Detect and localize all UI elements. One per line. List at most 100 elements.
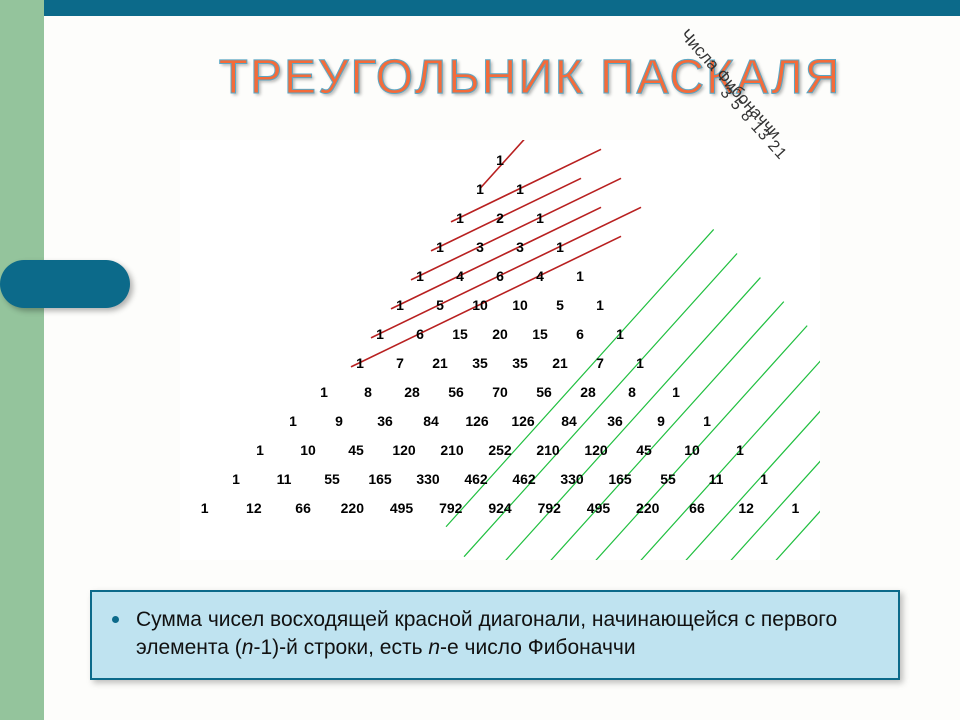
pascal-cell: 10 [460,297,500,313]
pascal-cell: 36 [362,413,408,429]
pascal-cell: 1 [771,500,820,516]
pascal-cell: 56 [522,384,566,400]
pascal-cell: 1 [654,384,698,400]
pascal-cell: 36 [592,413,638,429]
pascal-cell: 6 [480,268,520,284]
pascal-cell: 28 [390,384,434,400]
pascal-row: 1115516533046246233016555111 [180,464,820,493]
pascal-cell: 9 [638,413,684,429]
pascal-cell: 1 [560,268,600,284]
pascal-cell: 45 [332,442,380,458]
pascal-cell: 1 [400,268,440,284]
pascal-row: 121 [180,203,820,232]
pascal-cell: 1 [302,384,346,400]
pascal-figure: 1111211331146411510105116152015611721353… [180,140,820,560]
pascal-cell: 55 [644,471,692,487]
pascal-cell: 792 [525,500,574,516]
pascal-cell: 1 [620,355,660,371]
top-accent-bar [44,0,960,16]
pascal-cell: 28 [566,384,610,400]
pascal-cell: 330 [404,471,452,487]
pascal-row: 1126622049579292479249522066121 [180,493,820,522]
pascal-cell: 11 [692,471,740,487]
pascal-cell: 2 [480,210,520,226]
pascal-cell: 35 [500,355,540,371]
left-sidebar [0,0,44,720]
pascal-cell: 165 [356,471,404,487]
pascal-cell: 126 [500,413,546,429]
pascal-cell: 330 [548,471,596,487]
pascal-cell: 1 [600,326,640,342]
pascal-cell: 495 [574,500,623,516]
pascal-cell: 4 [440,268,480,284]
pascal-triangle: 1111211331146411510105116152015611721353… [180,145,820,522]
pascal-cell: 1 [236,442,284,458]
caption-box: Сумма чисел восходящей красной диагонали… [90,590,900,680]
pascal-cell: 8 [346,384,390,400]
pascal-cell: 165 [596,471,644,487]
pascal-cell: 220 [328,500,377,516]
pascal-cell: 1 [500,181,540,197]
pascal-cell: 35 [460,355,500,371]
pascal-cell: 3 [460,239,500,255]
page-title: ТРЕУГОЛЬНИК ПАСКАЛЯ [120,50,940,105]
pascal-cell: 1 [420,239,460,255]
pascal-cell: 84 [408,413,454,429]
pascal-cell: 84 [546,413,592,429]
pascal-cell: 9 [316,413,362,429]
pascal-cell: 55 [308,471,356,487]
pascal-row: 1 [180,145,820,174]
pascal-cell: 4 [520,268,560,284]
pascal-cell: 8 [610,384,654,400]
pascal-cell: 792 [426,500,475,516]
pascal-cell: 1 [212,471,260,487]
pascal-cell: 10 [500,297,540,313]
caption-text: Сумма чисел восходящей красной диагонали… [136,606,880,663]
pascal-row: 172135352171 [180,348,820,377]
pascal-cell: 1 [580,297,620,313]
pascal-cell: 495 [377,500,426,516]
pascal-cell: 10 [668,442,716,458]
pascal-cell: 120 [380,442,428,458]
pascal-cell: 5 [420,297,460,313]
pascal-cell: 66 [278,500,327,516]
pascal-cell: 45 [620,442,668,458]
pascal-cell: 924 [475,500,524,516]
bullet-icon [112,616,119,623]
pascal-row: 14641 [180,261,820,290]
pascal-cell: 1 [716,442,764,458]
pascal-cell: 12 [722,500,771,516]
pascal-cell: 1 [340,355,380,371]
pascal-cell: 220 [623,500,672,516]
pascal-row: 18285670562881 [180,377,820,406]
pascal-cell: 15 [440,326,480,342]
pascal-cell: 1 [460,181,500,197]
pascal-cell: 15 [520,326,560,342]
pascal-cell: 6 [560,326,600,342]
pascal-cell: 1 [540,239,580,255]
pascal-cell: 1 [480,152,520,168]
pascal-cell: 1 [520,210,560,226]
pascal-cell: 120 [572,442,620,458]
pascal-cell: 126 [454,413,500,429]
pascal-cell: 3 [500,239,540,255]
pascal-cell: 6 [400,326,440,342]
pascal-cell: 21 [420,355,460,371]
pascal-row: 1104512021025221012045101 [180,435,820,464]
pascal-cell: 1 [360,326,400,342]
pascal-cell: 20 [480,326,520,342]
pascal-cell: 1 [180,500,229,516]
pascal-row: 15101051 [180,290,820,319]
pascal-row: 1615201561 [180,319,820,348]
pascal-cell: 12 [229,500,278,516]
pascal-row: 11 [180,174,820,203]
pascal-cell: 1 [270,413,316,429]
pascal-cell: 1 [440,210,480,226]
pascal-cell: 1 [380,297,420,313]
pascal-cell: 1 [684,413,730,429]
pascal-cell: 252 [476,442,524,458]
pascal-cell: 70 [478,384,522,400]
pascal-row: 1331 [180,232,820,261]
pascal-cell: 210 [524,442,572,458]
pascal-cell: 5 [540,297,580,313]
